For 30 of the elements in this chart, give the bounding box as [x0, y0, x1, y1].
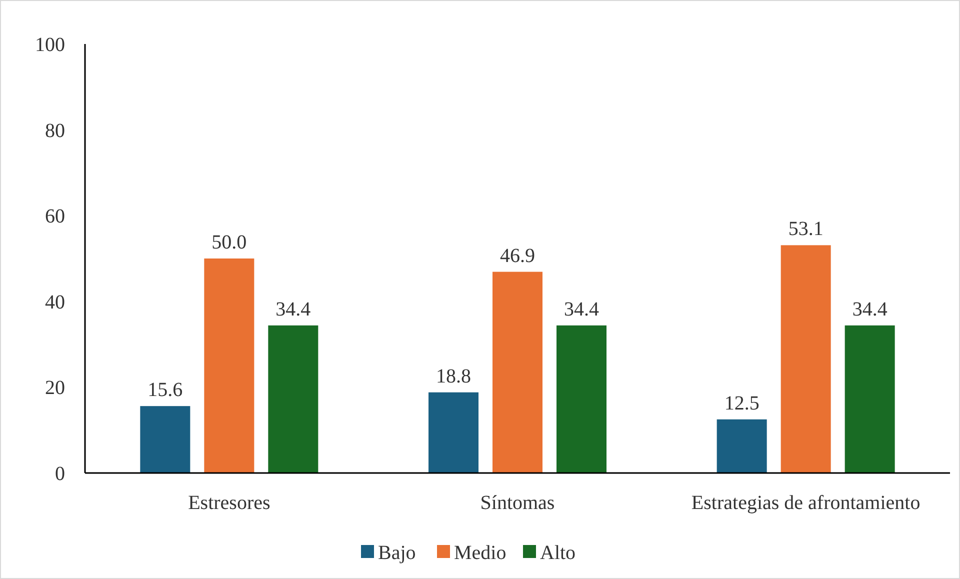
x-tick-label: Estrategias de afrontamiento	[691, 492, 920, 514]
y-tick-label: 100	[35, 34, 65, 56]
y-tick-label: 40	[45, 291, 65, 314]
y-tick-label: 20	[45, 377, 65, 400]
data-label: 53.1	[788, 218, 824, 240]
bar	[556, 325, 606, 473]
legend-label: Medio	[454, 542, 506, 564]
data-label: 15.6	[148, 379, 183, 402]
x-tick-label: Estresores	[188, 492, 270, 514]
bar	[716, 419, 767, 473]
x-tick-label: Síntomas	[480, 492, 555, 514]
data-label: 46.9	[500, 244, 535, 267]
bar	[780, 245, 831, 473]
bar	[268, 325, 318, 473]
bar	[140, 406, 190, 473]
y-tick-label: 0	[55, 463, 65, 485]
y-tick-label: 80	[45, 120, 65, 142]
data-label: 34.4	[852, 298, 888, 320]
legend-label: Bajo	[378, 542, 416, 564]
data-label: 12.5	[724, 392, 760, 414]
bar	[844, 325, 895, 473]
bar	[204, 258, 254, 473]
data-label: 34.4	[276, 298, 311, 320]
legend-label: Alto	[540, 542, 576, 564]
data-label: 50.0	[212, 232, 247, 254]
bar	[428, 392, 478, 473]
data-label: 18.8	[436, 365, 471, 388]
bar	[492, 272, 542, 473]
y-tick-label: 60	[45, 206, 65, 228]
data-label: 34.4	[564, 298, 599, 320]
